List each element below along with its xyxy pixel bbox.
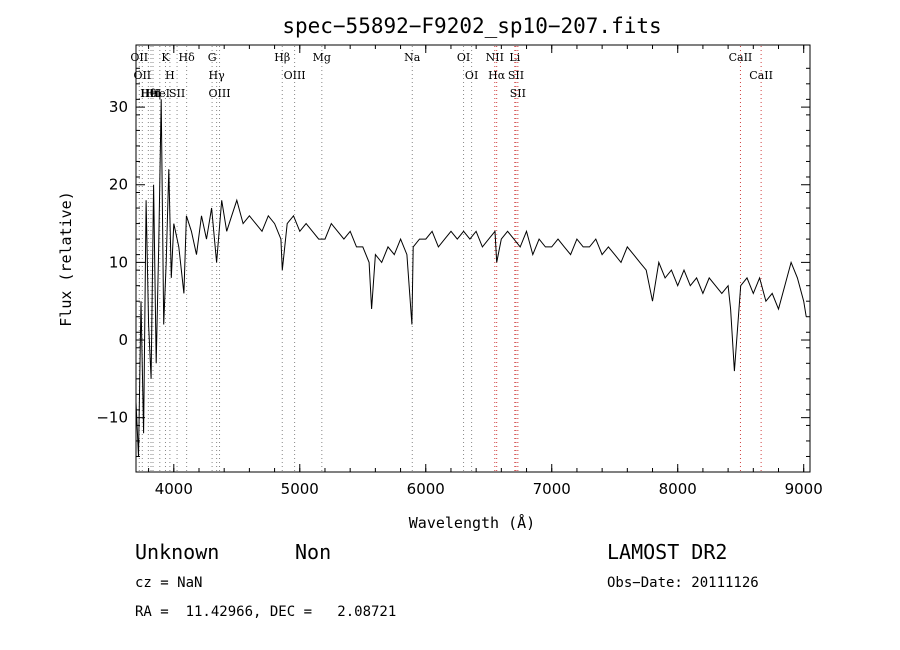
y-tick-label: 30 (109, 98, 128, 116)
line-marker-label: OII (133, 69, 151, 82)
x-tick-label: 5000 (281, 480, 319, 498)
coordinates: RA = 11.42966, DEC = 2.08721 (135, 604, 397, 620)
line-marker-label: Hα (488, 69, 506, 82)
line-marker-label: NII (486, 51, 504, 64)
object-subclass: Non (295, 540, 332, 564)
object-class: Unknown (135, 540, 220, 564)
plot-frame (135, 44, 811, 473)
line-marker-label: OI (457, 51, 470, 64)
y-tick-label: 20 (109, 176, 128, 194)
line-marker-label: CaII (749, 69, 773, 82)
y-tick-label: 10 (109, 253, 128, 271)
y-axis-label: Flux (relative) (57, 191, 75, 326)
obs-date: Obs−Date: 20111126 (607, 575, 759, 591)
line-marker-label: SII (508, 69, 524, 82)
line-marker-label: Na (404, 51, 421, 64)
y-tick-label: −10 (96, 409, 128, 427)
x-axis-ticks: 4000 5000 6000 7000 8000 9000 (148, 45, 823, 498)
line-marker-label: CaII (729, 51, 753, 64)
line-marker-label: K (161, 51, 170, 64)
line-marker-label: Hβ (274, 51, 290, 64)
line-marker-label: HeI (141, 87, 161, 100)
survey-name: LAMOST DR2 (607, 540, 728, 564)
x-tick-label: 4000 (155, 480, 193, 498)
spectrum-series (135, 99, 807, 457)
x-tick-label: 9000 (785, 480, 823, 498)
line-marker-label: Hη (145, 87, 161, 100)
x-tick-label: 8000 (659, 480, 697, 498)
line-marker-label: OIII (208, 87, 230, 100)
line-marker-label: HeI (150, 87, 170, 100)
line-marker-label: OII (130, 51, 148, 64)
line-marker-label: Mg (313, 51, 331, 64)
x-axis-label: Wavelength (Å) (409, 513, 535, 532)
line-markers (138, 46, 762, 471)
line-marker-label: Hγ (209, 69, 226, 82)
line-marker-label: OIII (284, 69, 306, 82)
line-marker-label: Hδ (179, 51, 196, 64)
x-tick-label: 6000 (407, 480, 445, 498)
spectrum-line (135, 99, 807, 457)
chart-title: spec−55892−F9202_sp10−207.fits (282, 14, 661, 38)
x-tick-label: 7000 (533, 480, 571, 498)
redshift-info: cz = NaN (135, 575, 203, 591)
line-marker-label: SII (510, 87, 526, 100)
line-marker-label: H (165, 69, 175, 82)
line-marker-label: G (208, 51, 217, 64)
line-marker-label: Hθ (140, 87, 157, 100)
line-marker-label: Li (509, 51, 520, 64)
y-axis-ticks: −10 0 10 20 30 (96, 67, 810, 457)
line-marker-label: OI (465, 69, 478, 82)
line-marker-label: SII (169, 87, 185, 100)
y-tick-label: 0 (118, 331, 128, 349)
